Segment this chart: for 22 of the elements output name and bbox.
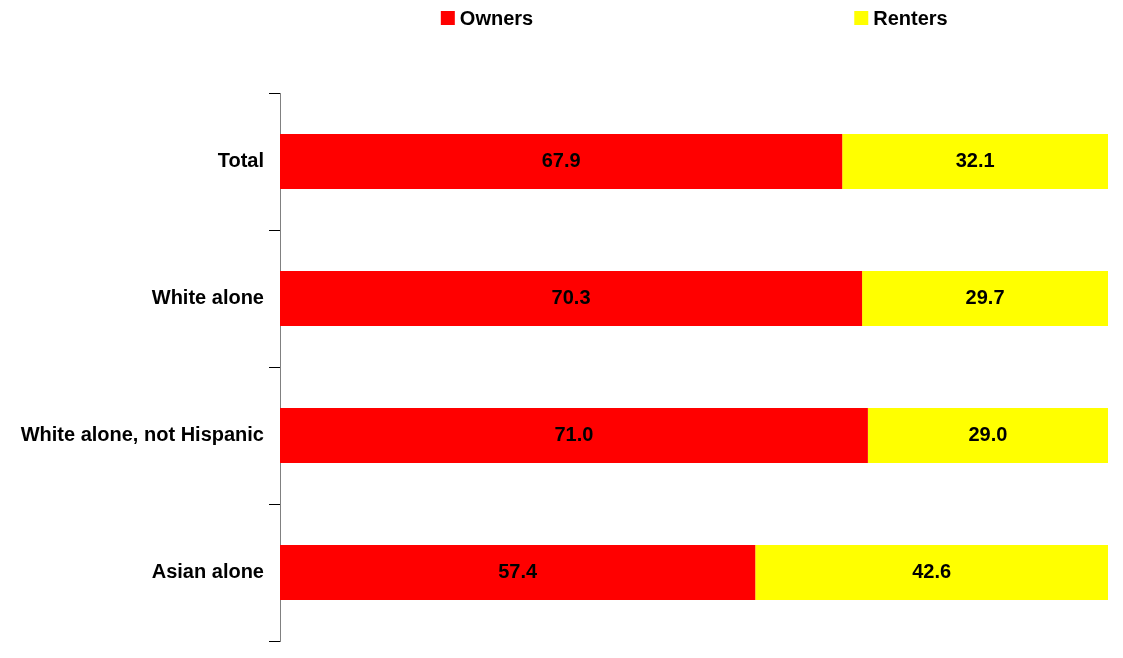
data-label: 29.0 <box>968 423 1008 446</box>
legend-label: Renters <box>873 6 948 29</box>
data-label: 71.0 <box>554 423 594 446</box>
bar <box>842 134 1108 189</box>
data-label: 67.9 <box>541 149 581 172</box>
data-label: 70.3 <box>551 286 591 309</box>
y-tick-label: White alone, not Hispanic <box>20 423 264 446</box>
bar <box>755 545 1108 600</box>
data-label: 29.7 <box>965 286 1005 309</box>
bar <box>867 408 1108 463</box>
bar <box>280 545 756 600</box>
legend-label: Owners <box>459 6 534 29</box>
y-tick-label: Asian alone <box>151 560 264 583</box>
bar <box>280 134 843 189</box>
y-tick-label: Total <box>217 149 264 172</box>
y-tick-label: White alone <box>151 286 264 309</box>
data-label: 32.1 <box>955 149 995 172</box>
bar <box>280 271 863 326</box>
data-label: 57.4 <box>498 560 538 583</box>
bar <box>280 408 868 463</box>
data-label: 42.6 <box>912 560 952 583</box>
bar <box>862 271 1108 326</box>
